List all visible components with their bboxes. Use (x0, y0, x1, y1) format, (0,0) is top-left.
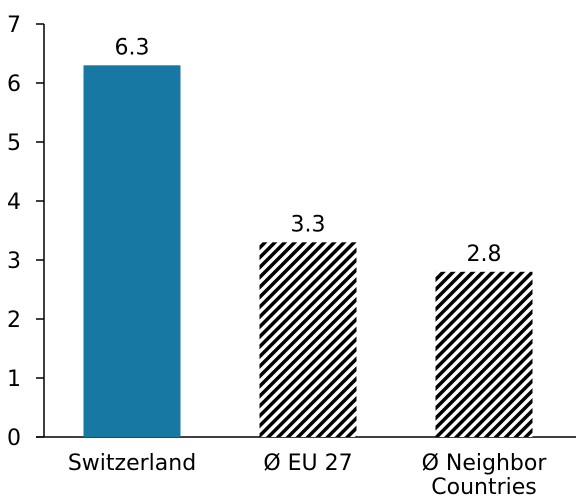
category-label: Ø EU 27 (263, 451, 352, 476)
y-tick-label: 2 (7, 308, 21, 333)
category-label: Ø Neighbor (422, 451, 548, 476)
category-label: Switzerland (68, 451, 196, 476)
data-label: 3.3 (291, 212, 326, 237)
y-tick-label: 5 (7, 131, 21, 156)
labels: 6.3 Switzerland 3.3 Ø EU 27 2.8 Ø NeighborCou… (68, 35, 548, 500)
y-tick-label: 1 (7, 367, 21, 392)
y-tick-label: 0 (7, 426, 21, 451)
y-tick-label: 3 (7, 249, 21, 274)
bars (83, 65, 533, 438)
bar-1 (259, 242, 357, 437)
category-label: Countries (431, 475, 537, 498)
y-tick-label: 6 (7, 72, 21, 97)
data-label: 2.8 (467, 242, 502, 267)
bar-0 (83, 65, 181, 438)
bar-2 (435, 271, 533, 437)
y-tick-label: 7 (7, 13, 21, 38)
data-label: 6.3 (115, 35, 150, 60)
y-tick-label: 4 (7, 190, 21, 215)
